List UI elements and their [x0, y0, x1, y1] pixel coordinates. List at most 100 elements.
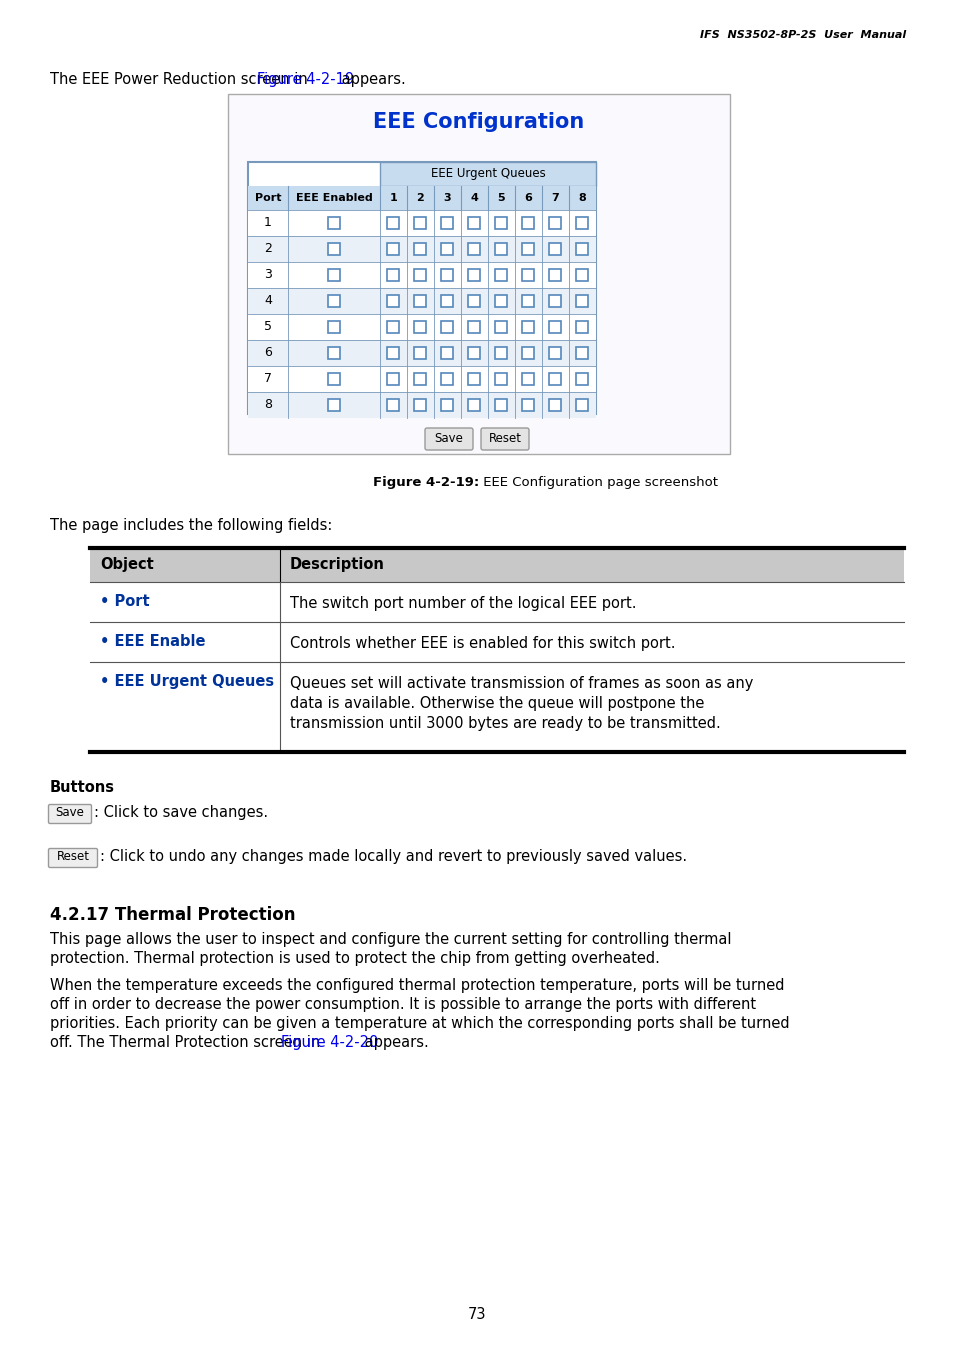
Bar — [495, 243, 507, 255]
Text: • Port: • Port — [100, 594, 150, 609]
Bar — [522, 400, 534, 410]
Bar — [387, 373, 399, 385]
Text: 2: 2 — [264, 243, 272, 255]
Bar — [576, 400, 588, 410]
Bar — [522, 217, 534, 230]
Text: data is available. Otherwise the queue will postpone the: data is available. Otherwise the queue w… — [290, 697, 703, 711]
Text: Figure 4-2-19: Figure 4-2-19 — [257, 72, 355, 86]
Bar — [441, 400, 453, 410]
Text: Buttons: Buttons — [50, 780, 115, 795]
Bar — [328, 373, 339, 385]
Text: Object: Object — [100, 558, 153, 572]
Bar — [441, 296, 453, 306]
Text: The page includes the following fields:: The page includes the following fields: — [50, 518, 332, 533]
Bar — [576, 217, 588, 230]
Text: Reset: Reset — [56, 850, 90, 864]
Text: 5: 5 — [497, 193, 505, 202]
Bar — [441, 269, 453, 281]
FancyBboxPatch shape — [49, 849, 97, 868]
Text: 1: 1 — [389, 193, 397, 202]
Text: Figure 4-2-19:: Figure 4-2-19: — [373, 477, 478, 489]
Bar — [328, 347, 339, 359]
Text: EEE Configuration: EEE Configuration — [373, 112, 584, 132]
Bar — [228, 95, 729, 454]
Bar — [549, 243, 561, 255]
Text: 3: 3 — [264, 269, 272, 282]
Bar — [328, 243, 339, 255]
Bar — [495, 400, 507, 410]
Bar — [441, 321, 453, 333]
Bar — [248, 262, 596, 288]
Bar — [549, 217, 561, 230]
Bar — [495, 347, 507, 359]
Bar — [549, 321, 561, 333]
Bar — [468, 269, 480, 281]
Text: Port: Port — [254, 193, 281, 202]
Text: When the temperature exceeds the configured thermal protection temperature, port: When the temperature exceeds the configu… — [50, 977, 783, 994]
Bar — [468, 296, 480, 306]
Bar — [328, 269, 339, 281]
Bar — [248, 186, 596, 211]
Text: priorities. Each priority can be given a temperature at which the corresponding : priorities. Each priority can be given a… — [50, 1017, 789, 1031]
Bar — [414, 347, 426, 359]
Text: 6: 6 — [264, 347, 272, 359]
Bar — [328, 321, 339, 333]
Bar — [248, 366, 596, 392]
Text: • EEE Urgent Queues: • EEE Urgent Queues — [100, 674, 274, 688]
Bar — [576, 269, 588, 281]
Bar — [468, 373, 480, 385]
Bar — [468, 400, 480, 410]
Bar — [414, 373, 426, 385]
Bar — [387, 269, 399, 281]
Bar — [522, 373, 534, 385]
Bar — [441, 243, 453, 255]
Bar — [328, 296, 339, 306]
Text: EEE Urgent Queues: EEE Urgent Queues — [430, 167, 545, 181]
Text: Figure 4-2-20: Figure 4-2-20 — [281, 1035, 378, 1050]
Bar — [328, 400, 339, 410]
Bar — [248, 392, 596, 418]
Text: 2: 2 — [416, 193, 424, 202]
Bar — [387, 321, 399, 333]
Text: appears.: appears. — [336, 72, 405, 86]
Bar — [576, 296, 588, 306]
Text: 8: 8 — [264, 398, 272, 412]
Text: The EEE Power Reduction screen in: The EEE Power Reduction screen in — [50, 72, 312, 86]
Bar — [576, 321, 588, 333]
Text: Save: Save — [435, 432, 463, 446]
Bar — [549, 296, 561, 306]
Bar — [549, 347, 561, 359]
Bar — [576, 373, 588, 385]
FancyBboxPatch shape — [49, 805, 91, 823]
Text: 73: 73 — [467, 1307, 486, 1322]
Bar — [468, 217, 480, 230]
Bar — [495, 217, 507, 230]
FancyBboxPatch shape — [480, 428, 529, 450]
Text: 3: 3 — [443, 193, 451, 202]
Text: 4: 4 — [470, 193, 478, 202]
Text: 7: 7 — [551, 193, 558, 202]
Bar — [522, 269, 534, 281]
Text: Queues set will activate transmission of frames as soon as any: Queues set will activate transmission of… — [290, 676, 753, 691]
Bar — [387, 243, 399, 255]
Bar — [387, 347, 399, 359]
Bar — [379, 162, 596, 186]
Text: Description: Description — [290, 558, 384, 572]
Text: 5: 5 — [264, 320, 272, 333]
Bar — [387, 217, 399, 230]
Text: protection. Thermal protection is used to protect the chip from getting overheat: protection. Thermal protection is used t… — [50, 950, 659, 967]
Bar — [414, 321, 426, 333]
Bar — [522, 321, 534, 333]
Bar — [387, 400, 399, 410]
FancyBboxPatch shape — [424, 428, 473, 450]
Bar — [328, 217, 339, 230]
Text: 6: 6 — [524, 193, 532, 202]
Text: 8: 8 — [578, 193, 586, 202]
Bar — [495, 321, 507, 333]
Bar — [387, 296, 399, 306]
Bar — [414, 269, 426, 281]
Text: The switch port number of the logical EEE port.: The switch port number of the logical EE… — [290, 595, 636, 612]
Bar — [495, 296, 507, 306]
Text: Save: Save — [55, 806, 85, 819]
Text: This page allows the user to inspect and configure the current setting for contr: This page allows the user to inspect and… — [50, 931, 731, 946]
